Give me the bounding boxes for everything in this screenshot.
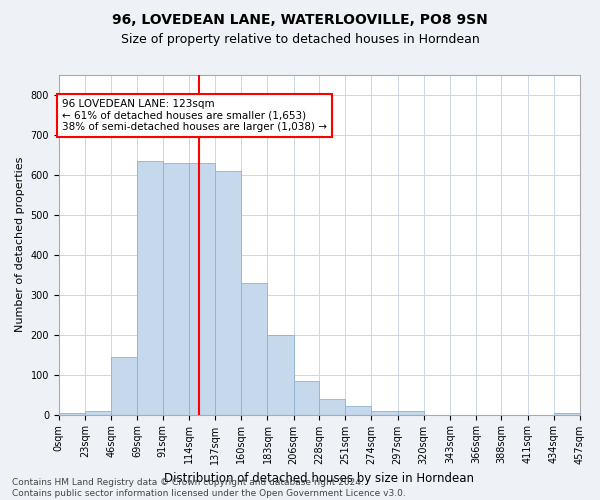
Bar [241, 282, 268, 414]
Bar [398, 410, 424, 414]
Bar [137, 161, 163, 414]
Text: 96, LOVEDEAN LANE, WATERLOOVILLE, PO8 9SN: 96, LOVEDEAN LANE, WATERLOOVILLE, PO8 9S… [112, 12, 488, 26]
Bar [554, 412, 580, 414]
Bar [59, 412, 85, 414]
Bar [294, 380, 319, 414]
Bar [163, 163, 189, 414]
Bar [319, 398, 345, 414]
Bar [371, 410, 398, 414]
Bar [268, 334, 294, 414]
Text: 96 LOVEDEAN LANE: 123sqm
← 61% of detached houses are smaller (1,653)
38% of sem: 96 LOVEDEAN LANE: 123sqm ← 61% of detach… [62, 99, 327, 132]
Text: Size of property relative to detached houses in Horndean: Size of property relative to detached ho… [121, 32, 479, 46]
Bar [189, 163, 215, 414]
Bar [345, 406, 371, 414]
Bar [85, 410, 111, 414]
X-axis label: Distribution of detached houses by size in Horndean: Distribution of detached houses by size … [164, 472, 475, 485]
Bar [111, 356, 137, 414]
Y-axis label: Number of detached properties: Number of detached properties [15, 157, 25, 332]
Bar [215, 171, 241, 414]
Text: Contains HM Land Registry data © Crown copyright and database right 2024.
Contai: Contains HM Land Registry data © Crown c… [12, 478, 406, 498]
